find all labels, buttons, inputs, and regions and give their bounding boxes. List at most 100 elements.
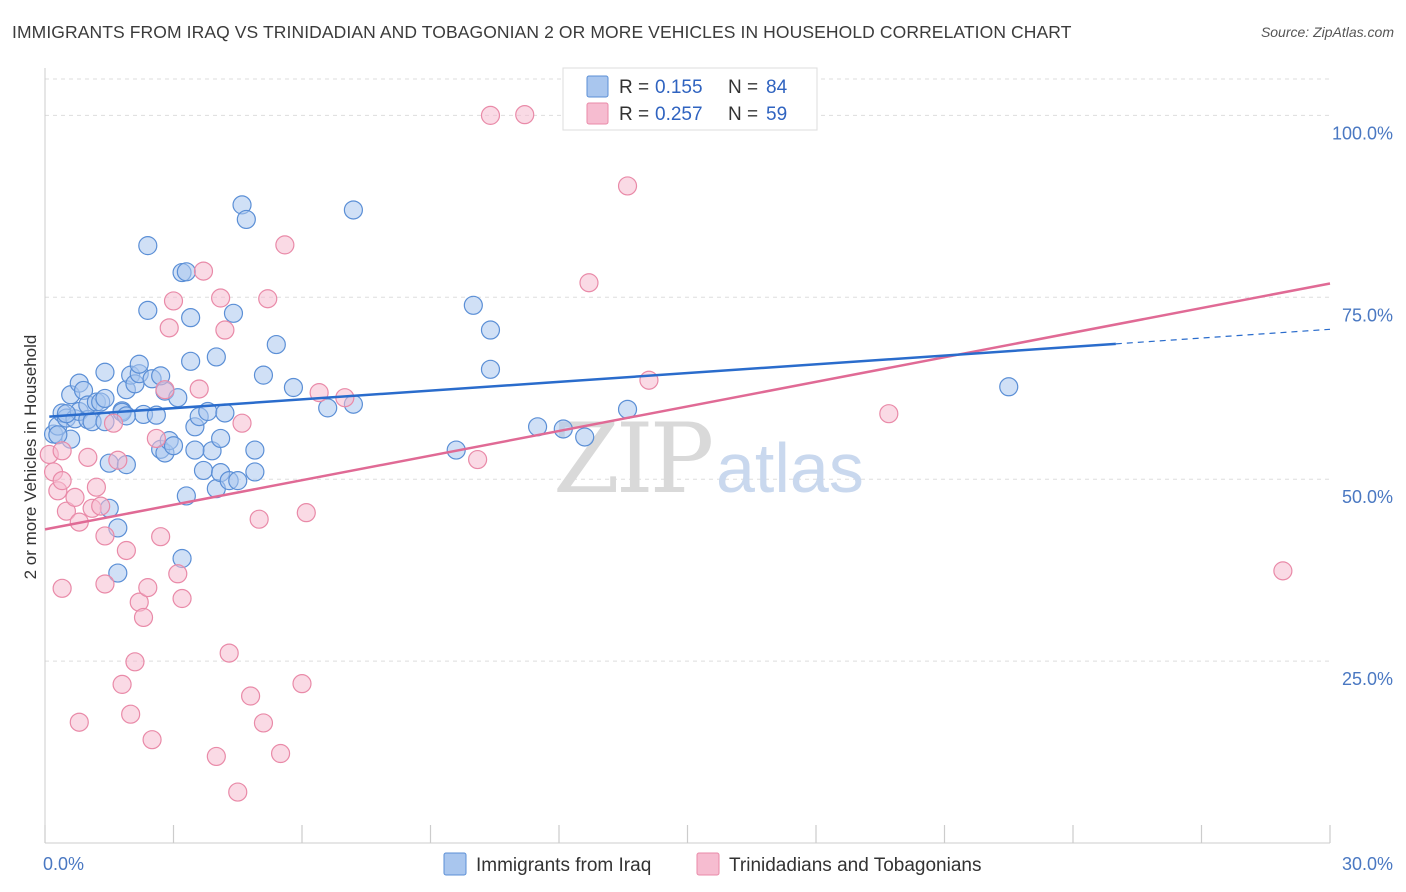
tt-point-51 [468, 449, 488, 470]
tt-point-26 [146, 428, 166, 449]
trend-line-tt [44, 282, 1331, 531]
watermark-zip: ZIP [553, 403, 712, 515]
tt-point-27 [151, 527, 171, 547]
iraq-point-65 [266, 334, 286, 355]
tt-point-24 [138, 578, 158, 598]
tt-point-15 [95, 574, 115, 594]
bottom-legend-swatch-tt [696, 852, 720, 876]
iraq-point-16 [95, 362, 115, 382]
iraq-point-72 [480, 359, 501, 379]
y-tick-label-1: 50.0% [1342, 487, 1393, 507]
iraq-point-29 [129, 354, 149, 374]
iraq-point-59 [228, 471, 248, 491]
tt-point-14 [95, 526, 115, 546]
iraq-point-43 [176, 262, 196, 282]
tt-point-48 [296, 503, 316, 523]
iraq-point-71 [463, 295, 483, 315]
iraq-point-46 [181, 351, 201, 371]
watermark-atlas: atlas [716, 429, 864, 507]
legend-r-label-iraq: R = [619, 77, 649, 98]
tt-point-52 [480, 105, 501, 125]
legend-r-label-tt: R = [619, 104, 649, 125]
tt-point-7 [65, 487, 85, 507]
iraq-point-21 [108, 563, 128, 583]
tt-point-38 [219, 643, 239, 663]
iraq-point-67 [318, 398, 338, 418]
y-axis-title: 2 or more Vehicles in Household [21, 335, 40, 580]
watermark: ZIP atlas [553, 403, 864, 515]
tt-point-34 [193, 261, 214, 281]
tt-point-55 [617, 176, 638, 196]
tt-point-31 [168, 564, 188, 584]
tt-point-36 [211, 288, 231, 308]
iraq-point-49 [193, 460, 214, 481]
tt-point-44 [258, 289, 278, 309]
iraq-point-64 [253, 365, 274, 385]
tt-point-37 [215, 320, 235, 340]
legend-n-label-tt: N = [728, 104, 758, 125]
tt-point-12 [86, 477, 107, 497]
tt-point-17 [108, 450, 128, 470]
tt-point-23 [133, 607, 154, 628]
iraq-point-31 [138, 300, 158, 320]
tt-point-4 [52, 441, 72, 461]
x-tick-label-0: 0.0% [43, 854, 84, 874]
bottom-legend-label-iraq: Immigrants from Iraq [476, 855, 651, 876]
trend-lines [44, 282, 1331, 531]
tt-point-25 [142, 730, 162, 750]
tt-point-41 [241, 686, 261, 706]
series-iraq-points [43, 195, 1019, 583]
y-tick-labels: 25.0% 50.0% 75.0% 100.0% [1332, 123, 1393, 689]
legend-r-value-tt: 0.257 [655, 104, 703, 125]
iraq-point-54 [211, 428, 231, 449]
tt-point-32 [172, 588, 192, 609]
tt-point-45 [270, 743, 291, 764]
iraq-point-73 [480, 320, 501, 340]
tt-point-6 [56, 501, 77, 521]
y-tick-label-3: 100.0% [1332, 123, 1393, 143]
tt-point-20 [121, 704, 141, 724]
tt-point-18 [112, 674, 132, 694]
series-tt-points [39, 105, 1293, 802]
tt-point-57 [879, 404, 899, 424]
iraq-point-45 [181, 308, 201, 328]
iraq-point-83 [185, 440, 205, 460]
iraq-point-53 [206, 347, 226, 367]
bottom-legend-swatch-iraq [443, 852, 467, 876]
y-tick-label-2: 75.0% [1342, 305, 1393, 325]
tt-point-3 [52, 471, 72, 491]
legend-n-label-iraq: N = [728, 77, 758, 98]
chart-title: IMMIGRANTS FROM IRAQ VS TRINIDADIAN AND … [12, 22, 1072, 42]
tt-point-21 [125, 652, 145, 672]
trend-line-iraq [49, 342, 1116, 418]
bottom-legend: Immigrants from Iraq Trinidadians and To… [443, 852, 981, 876]
source-label: Source: ZipAtlas.com [1260, 24, 1394, 40]
tt-point-58 [1273, 561, 1293, 581]
bottom-legend-label-tt: Trinidadians and Tobagonians [729, 855, 981, 876]
iraq-point-69 [343, 200, 363, 220]
tt-point-9 [69, 712, 89, 732]
iraq-point-78 [999, 377, 1019, 397]
iraq-point-61 [236, 209, 256, 230]
tt-point-43 [253, 713, 274, 733]
legend-swatch-iraq [586, 75, 609, 98]
tt-point-40 [232, 413, 252, 433]
iraq-point-80 [56, 404, 77, 424]
tt-point-53 [515, 105, 535, 125]
tt-point-5 [52, 578, 72, 598]
legend-n-value-tt: 59 [766, 104, 787, 125]
tt-point-28 [155, 380, 175, 400]
iraq-point-15 [95, 388, 115, 409]
tt-point-13 [91, 496, 111, 516]
tt-point-42 [249, 509, 269, 529]
x-tick-label-1: 30.0% [1342, 854, 1393, 874]
tt-point-39 [228, 782, 248, 802]
iraq-point-63 [245, 462, 265, 482]
gridlines [45, 78, 1330, 662]
tt-point-10 [78, 447, 98, 467]
tt-point-33 [189, 379, 209, 399]
tt-point-56 [639, 370, 659, 390]
iraq-point-32 [138, 236, 158, 256]
trend-line-iraq-extension [1115, 328, 1331, 345]
